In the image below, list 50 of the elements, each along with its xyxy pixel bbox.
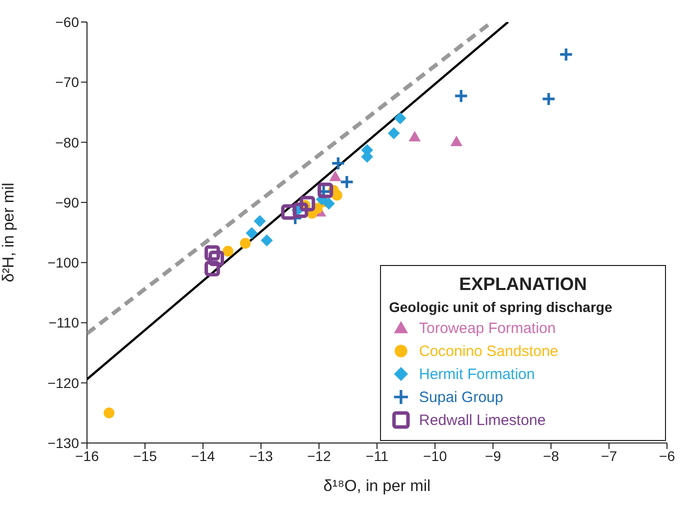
point	[329, 170, 342, 182]
x-tick-label: −12	[307, 448, 332, 464]
point	[300, 196, 316, 212]
x-tick-label: −9	[485, 448, 502, 464]
x-tick-label: −7	[601, 448, 618, 464]
y-tick-label: −110	[48, 314, 80, 331]
y-tick-label: −100	[47, 254, 80, 271]
legend-label: Hermit Formation	[419, 366, 535, 382]
point	[208, 250, 224, 266]
point	[240, 238, 251, 249]
legend-label: Toroweap Formation	[419, 320, 556, 336]
point	[330, 156, 346, 171]
point	[332, 190, 342, 201]
y-tick-label: −70	[55, 74, 80, 90]
point	[104, 408, 114, 418]
legend-label: Redwall Limestone	[419, 412, 546, 428]
point	[222, 246, 234, 257]
y-tick-label: −120	[47, 374, 80, 391]
point	[450, 136, 462, 146]
x-tick-label: −8	[543, 448, 560, 464]
point	[292, 202, 308, 218]
point	[541, 92, 556, 106]
x-tick-label: −6	[659, 448, 676, 464]
x-axis-title: δ¹⁸O, in per mil	[323, 478, 431, 495]
point	[322, 198, 335, 210]
x-tick-label: −14	[191, 448, 216, 464]
x-tick-label: −10	[423, 448, 448, 464]
legend-label: Coconino Sandstone	[419, 342, 558, 360]
point	[340, 174, 354, 190]
x-tick-label: −15	[133, 448, 158, 464]
point	[408, 130, 421, 142]
point	[281, 204, 297, 220]
y-axis-title: δ²H, in per mil	[0, 182, 18, 282]
point	[204, 245, 220, 261]
point	[394, 112, 406, 124]
annotation: Geologic unit of spring discharge	[389, 299, 614, 315]
point	[204, 260, 220, 276]
point	[254, 215, 266, 228]
y-tick-label: −60	[55, 14, 80, 30]
point	[388, 127, 400, 140]
x-tick-label: −11	[366, 448, 389, 464]
legend-label: Supai Group	[419, 388, 504, 406]
y-tick-label: −80	[55, 134, 80, 150]
point	[246, 227, 258, 240]
point	[558, 47, 574, 62]
legend-title: EXPLANATION	[458, 274, 588, 295]
point	[260, 234, 273, 246]
x-tick-label: −13	[249, 448, 274, 464]
point	[454, 88, 468, 104]
y-tick-label: −90	[55, 194, 80, 210]
